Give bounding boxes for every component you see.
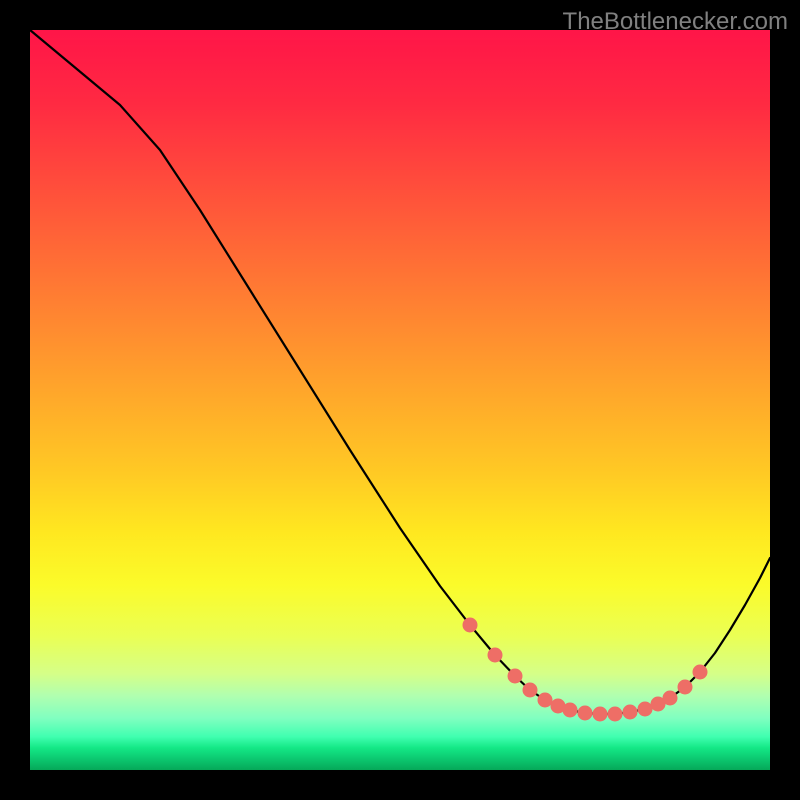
curve-marker — [663, 691, 677, 705]
curve-marker — [608, 707, 622, 721]
chart-container: TheBottlenecker.com — [0, 0, 800, 800]
curve-marker — [678, 680, 692, 694]
curve-marker — [563, 703, 577, 717]
curve-marker — [538, 693, 552, 707]
gradient-background — [30, 30, 770, 770]
chart-svg — [0, 0, 800, 800]
curve-marker — [623, 705, 637, 719]
curve-marker — [463, 618, 477, 632]
curve-marker — [593, 707, 607, 721]
curve-marker — [578, 706, 592, 720]
curve-marker — [523, 683, 537, 697]
curve-marker — [693, 665, 707, 679]
curve-marker — [508, 669, 522, 683]
curve-marker — [638, 702, 652, 716]
curve-marker — [488, 648, 502, 662]
watermark-text: TheBottlenecker.com — [563, 8, 788, 36]
